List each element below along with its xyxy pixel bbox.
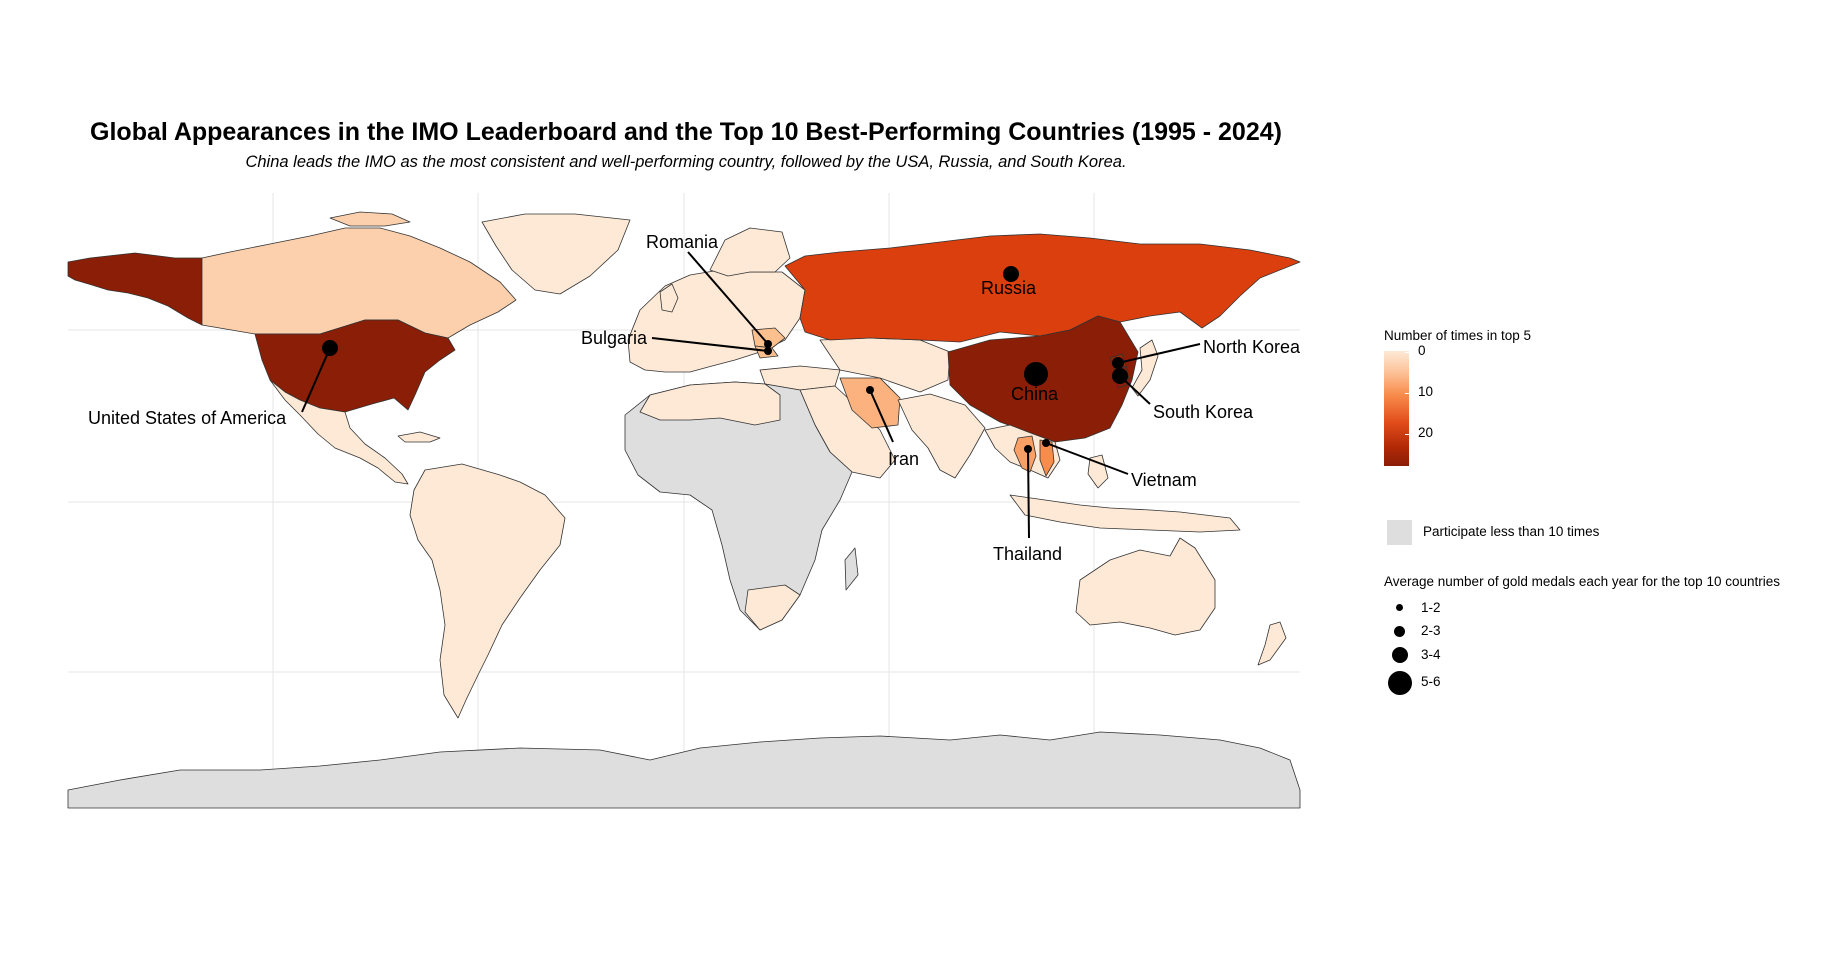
leader-usa	[301, 347, 331, 413]
country-shape-uk	[659, 283, 679, 313]
country-shape-south-africa	[744, 584, 801, 631]
colorbar-tick	[1405, 393, 1409, 394]
label-russia: Russia	[981, 278, 1037, 298]
country-shape-japan	[1131, 339, 1159, 397]
label-north-korea: North Korea	[1203, 337, 1301, 357]
size-label-2-3: 2-3	[1421, 623, 1441, 638]
label-vietnam: Vietnam	[1131, 470, 1197, 490]
country-shape-greenland	[481, 213, 631, 295]
colorbar-tick	[1405, 352, 1409, 353]
chart-title: Global Appearances in the IMO Leaderboar…	[90, 118, 1282, 146]
colorbar-tick	[1405, 434, 1409, 435]
fill-colorbar	[1384, 351, 1409, 466]
label-south-korea: South Korea	[1153, 402, 1254, 422]
country-shape-north-africa	[639, 381, 781, 426]
label-leader-lines	[301, 251, 1201, 539]
country-shape-scandinavia	[709, 227, 791, 277]
grey-legend-swatch	[1387, 520, 1412, 545]
size-dot-2-3	[1394, 626, 1405, 637]
country-shape-alaska	[67, 252, 203, 326]
country-shape-antarctica	[67, 731, 1301, 809]
leader-romania	[687, 251, 769, 345]
leader-thailand	[1027, 448, 1030, 539]
label-thailand: Thailand	[993, 544, 1062, 564]
size-dot-3-4	[1392, 647, 1408, 663]
label-china: China	[1011, 384, 1059, 404]
marker-russia	[1003, 266, 1019, 282]
fill-tick-0: 0	[1418, 343, 1426, 358]
label-iran: Iran	[888, 449, 919, 469]
fill-tick-20: 20	[1418, 425, 1434, 440]
country-shape-caribbean	[397, 431, 441, 443]
fill-legend-title: Number of times in top 5	[1384, 328, 1532, 343]
size-dot-1-2	[1396, 604, 1403, 611]
size-label-5-6: 5-6	[1421, 674, 1441, 689]
leader-north-korea	[1117, 343, 1201, 364]
leader-iran	[869, 389, 894, 443]
leader-vietnam	[1045, 442, 1129, 475]
label-bulgaria: Bulgaria	[581, 328, 648, 348]
marker-china	[1024, 362, 1048, 386]
country-shape-new-zealand	[1257, 621, 1287, 666]
chart-subtitle: China leads the IMO as the most consiste…	[245, 153, 1127, 171]
size-label-1-2: 1-2	[1421, 600, 1441, 615]
label-usa: United States of America	[88, 408, 287, 428]
country-shape-romania	[751, 327, 786, 349]
leader-south-korea	[1119, 375, 1151, 405]
landmasses	[67, 211, 1301, 809]
country-shape-south-america	[409, 463, 566, 719]
size-label-3-4: 3-4	[1421, 647, 1441, 662]
country-shape-russia	[784, 233, 1301, 343]
country-shape-arctic-islands	[329, 211, 411, 227]
country-shape-madagascar	[844, 547, 859, 591]
size-legend-title: Average number of gold medals each year …	[1384, 574, 1780, 589]
country-shape-thailand	[1013, 435, 1037, 473]
country-shape-india	[897, 393, 986, 479]
country-shape-philippines	[1087, 454, 1109, 489]
country-shape-australia	[1075, 537, 1216, 636]
size-dot-5-6	[1388, 671, 1412, 695]
grey-legend-label: Participate less than 10 times	[1423, 524, 1600, 539]
country-labels: United States of America Russia China So…	[88, 232, 1301, 564]
fill-tick-10: 10	[1418, 384, 1434, 399]
country-shape-indonesia	[1009, 494, 1241, 533]
label-romania: Romania	[646, 232, 719, 252]
leader-bulgaria	[651, 337, 769, 352]
country-shape-vietnam	[1039, 439, 1055, 477]
